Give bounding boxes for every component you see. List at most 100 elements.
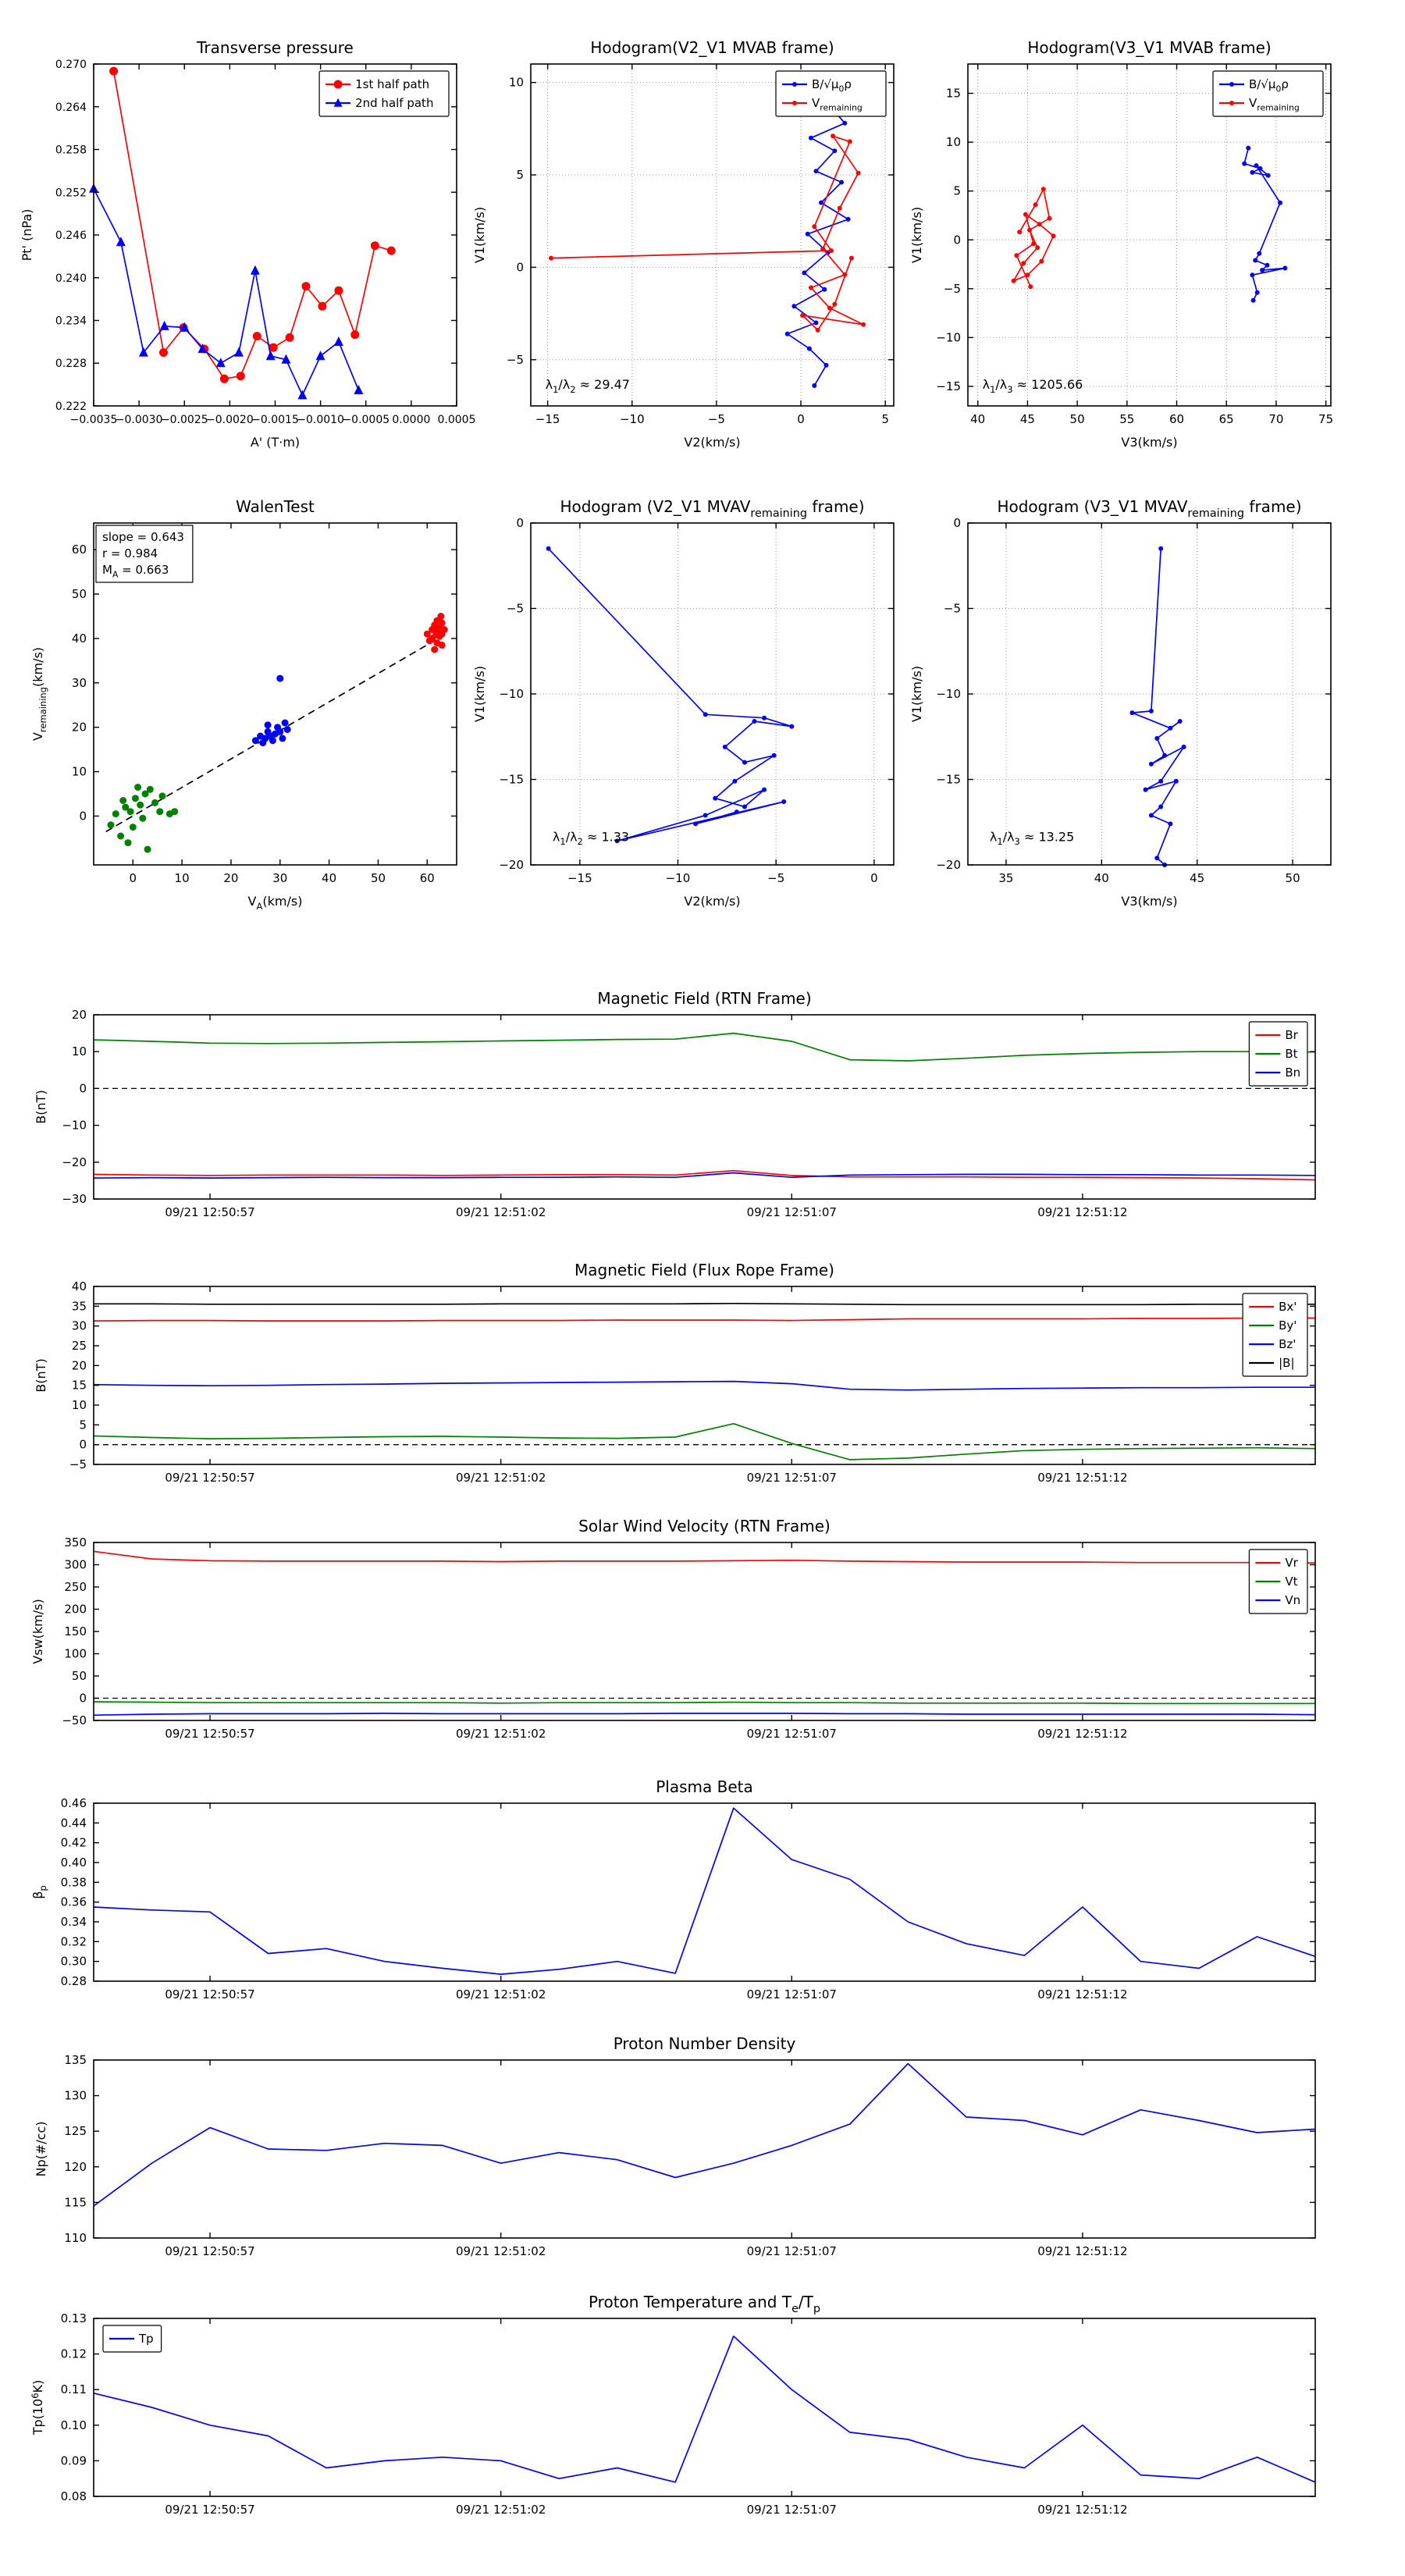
- y-tick-label: 60: [72, 543, 87, 557]
- x-tick-label: 0.0005: [438, 414, 476, 426]
- y-tick-label: 100: [64, 1647, 87, 1661]
- x-tick-label: 09/21 12:50:57: [165, 1205, 254, 1219]
- x-tick-labels: 09/21 12:50:57 09/21 12:51:02 09/21 12:51:…: [165, 2244, 1127, 2258]
- series-blue-points: [251, 674, 291, 747]
- y-tick-label: −50: [62, 1713, 87, 1727]
- y-tick-label: −10: [62, 1119, 87, 1133]
- x-tick-label: 5: [881, 412, 889, 426]
- y-tick-label: 0.240: [55, 272, 87, 285]
- series-np: [93, 2062, 1316, 2207]
- y-tick-label: 0.11: [61, 2382, 87, 2396]
- x-tick-label: 09/21 12:51:02: [456, 1471, 546, 1485]
- y-tick-label: 35: [72, 1299, 87, 1313]
- x-tick-label: 45: [1020, 412, 1035, 426]
- y-tick-label: 0: [953, 233, 961, 247]
- x-axis-label: VA(km/s): [248, 894, 303, 912]
- y-tick-label: 5: [79, 1418, 87, 1432]
- y-tick-label: 30: [72, 676, 87, 690]
- y-tick-label: 0: [79, 1692, 87, 1706]
- y-tick-label: 150: [64, 1624, 87, 1638]
- x-tick-label: 09/21 12:51:07: [747, 1987, 837, 2001]
- y-tick-label: 0.228: [55, 358, 87, 370]
- series-v-remaining: [546, 546, 795, 844]
- y-tick-label: 0.258: [55, 144, 87, 157]
- y-tick-labels: 0.222 0.228 0.234 0.240 0.246 0.252 0.258 0.264…: [55, 59, 87, 413]
- y-tick-label: 200: [64, 1603, 87, 1617]
- y-tick-label: 20: [72, 720, 87, 735]
- y-tick-label: 350: [64, 1535, 87, 1550]
- chart-plasma-beta: 09/21 12:50:57 09/21 12:51:02 09/21 12:51:…: [30, 1777, 1316, 2001]
- chart-hodogram-v2v1-mvav: −15 −10 −5 0 0 −5 −10 −15 −20 Hodogram (V2_V1 MVA…: [472, 497, 895, 909]
- y-tick-label: 50: [72, 587, 87, 601]
- y-tick-label: 0.08: [61, 2489, 87, 2503]
- x-tick-label: 50: [1286, 871, 1300, 885]
- y-tick-label: 0.38: [61, 1875, 87, 1889]
- series-bx-prime: [93, 1317, 1315, 1322]
- legend: Bx' By' Bz' |B|: [1242, 1293, 1308, 1377]
- y-tick-label: 0.36: [61, 1895, 87, 1909]
- x-tick-labels: 35 40 45 50: [998, 871, 1300, 885]
- x-tick-label: −0.0015: [251, 414, 299, 426]
- legend-label: B/√μ0ρ: [812, 77, 852, 94]
- legend-label: Vr: [1285, 1556, 1298, 1570]
- y-tick-label: 0.28: [61, 1974, 87, 1988]
- y-tick-label: 10: [72, 1044, 87, 1059]
- y-tick-label: 0.32: [61, 1934, 87, 1948]
- legend-label: Tp: [138, 2332, 154, 2346]
- y-tick-label: 20: [72, 1358, 87, 1372]
- series-b-field: [1242, 145, 1288, 303]
- x-tick-label: −10: [620, 412, 645, 426]
- legend-label: |B|: [1279, 1356, 1294, 1370]
- axes-frame: [93, 1802, 1316, 1982]
- y-tick-label: 10: [72, 1398, 87, 1412]
- legend: Vr Vt Vn: [1248, 1549, 1308, 1614]
- y-tick-label: −15: [499, 773, 524, 787]
- x-tick-label: 60: [420, 871, 435, 885]
- lambda-annotation: λ1/λ3 ≈ 13.25: [990, 829, 1074, 847]
- series-vn: [93, 1713, 1316, 1717]
- axes-frame: [93, 1014, 1316, 1200]
- y-tick-labels: −5 0 5 10: [507, 76, 524, 367]
- series-vt: [93, 1701, 1315, 1705]
- y-axis-label: Vsw(km/s): [30, 1599, 45, 1663]
- y-tick-label: −20: [936, 858, 961, 872]
- stats-line: r = 0.984: [102, 546, 158, 560]
- y-axis-label: B(nT): [34, 1358, 48, 1392]
- x-tick-label: 40: [970, 412, 985, 426]
- y-tick-label: 0.10: [61, 2418, 87, 2432]
- x-tick-label: 09/21 12:51:12: [1037, 1987, 1127, 2001]
- y-tick-label: 10: [946, 135, 961, 149]
- x-tick-label: −10: [666, 871, 691, 885]
- x-tick-label: 70: [1268, 412, 1283, 426]
- chart-title: Magnetic Field (Flux Rope Frame): [574, 1261, 834, 1279]
- chart-title: WalenTest: [236, 497, 315, 516]
- x-tick-label: −0.0030: [116, 414, 163, 426]
- x-tick-label: 0: [130, 871, 137, 885]
- y-tick-label: −15: [936, 379, 961, 393]
- y-tick-label: 0.46: [61, 1796, 87, 1810]
- y-tick-labels: 0 −5 −10 −15 −20: [499, 516, 524, 872]
- x-tick-label: 09/21 12:51:02: [456, 2244, 546, 2258]
- x-tick-label: −0.0020: [206, 414, 254, 426]
- legend-label: Bn: [1285, 1066, 1300, 1080]
- y-tick-label: 10: [509, 76, 524, 90]
- y-tick-label: 115: [64, 2195, 87, 2209]
- x-axis-label: A' (T·m): [251, 435, 300, 450]
- y-tick-label: 0.12: [61, 2347, 87, 2361]
- series-by-prime: [93, 1422, 1316, 1461]
- chart-title: Hodogram(V3_V1 MVAB frame): [1027, 38, 1271, 57]
- y-tick-label: −20: [62, 1155, 87, 1169]
- axes-frame: [93, 1286, 1316, 1465]
- y-tick-label: −5: [507, 602, 524, 616]
- x-tick-label: 09/21 12:51:12: [1037, 2244, 1127, 2258]
- gridlines: [531, 64, 894, 406]
- chart-magnetic-field-flux-rope: 09/21 12:50:57 09/21 12:51:02 09/21 12:51:…: [34, 1261, 1316, 1485]
- x-tick-label: 09/21 12:51:02: [456, 2503, 546, 2517]
- x-tick-label: 09/21 12:50:57: [165, 1471, 254, 1485]
- x-tick-label: 40: [322, 871, 336, 885]
- y-tick-labels: −15 −10 −5 0 5 10 15: [936, 87, 961, 394]
- x-tick-label: 09/21 12:51:02: [456, 1987, 546, 2001]
- x-tick-label: 0.0000: [392, 414, 430, 426]
- y-tick-label: −5: [944, 602, 961, 616]
